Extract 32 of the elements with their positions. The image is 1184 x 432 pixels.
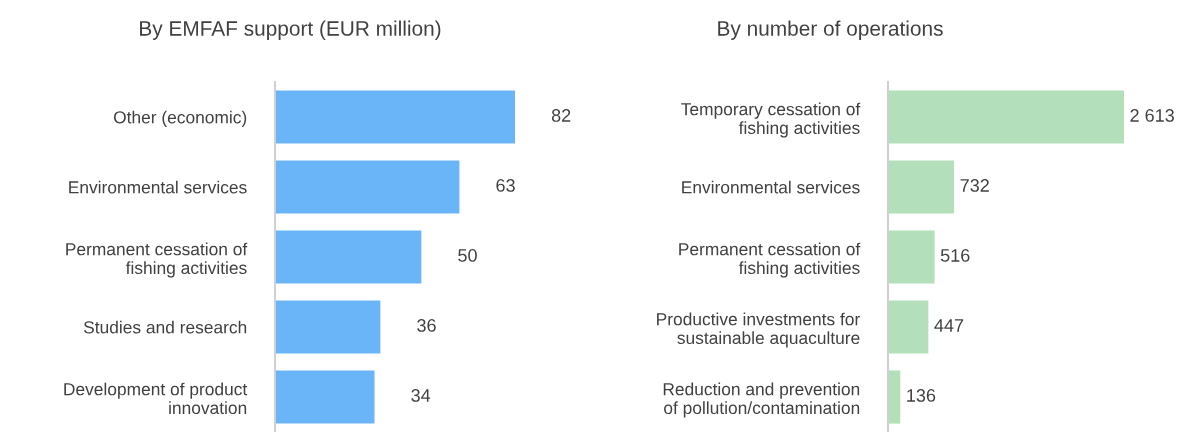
bar (888, 160, 955, 214)
data-label: 732 (960, 179, 989, 192)
y-tick-label: Other (economic) (113, 110, 247, 127)
y-tick-label: Studies and research (83, 320, 247, 334)
data-label: 36 (417, 319, 436, 332)
data-label: 82 (551, 109, 571, 122)
bar (888, 300, 929, 354)
y-tick-label: Development of product innovation (64, 382, 248, 415)
bar (275, 370, 375, 424)
bar (275, 230, 422, 284)
data-label: 447 (934, 319, 964, 332)
data-label: 63 (496, 179, 515, 192)
data-label: 136 (907, 389, 936, 402)
y-tick-label: Productive investments for sustainable aquaculture (657, 312, 860, 348)
bar (275, 160, 460, 214)
y-tick-label: Permanent cessation of fishing activities (679, 242, 861, 278)
data-label: 34 (411, 389, 431, 402)
chart-title: By EMFAF support (EUR million) (140, 20, 441, 40)
chart-title: By number of operations (718, 20, 943, 40)
bar (275, 90, 515, 144)
data-label: 2 613 (1130, 109, 1174, 122)
y-tick-label: Temporary cessation of fishing activities (681, 102, 861, 138)
data-label: 516 (940, 249, 970, 262)
bar (888, 90, 1124, 144)
bar (888, 370, 901, 424)
data-label: 50 (458, 249, 477, 262)
bar (275, 300, 381, 354)
bar (888, 230, 935, 284)
y-tick-label: Environmental services (682, 180, 860, 194)
y-tick-label: Permanent cessation of fishing activities (66, 242, 248, 278)
y-tick-label: Environmental services (69, 180, 247, 194)
y-tick-label: Reduction and prevention of pollution/contamination (663, 382, 860, 418)
